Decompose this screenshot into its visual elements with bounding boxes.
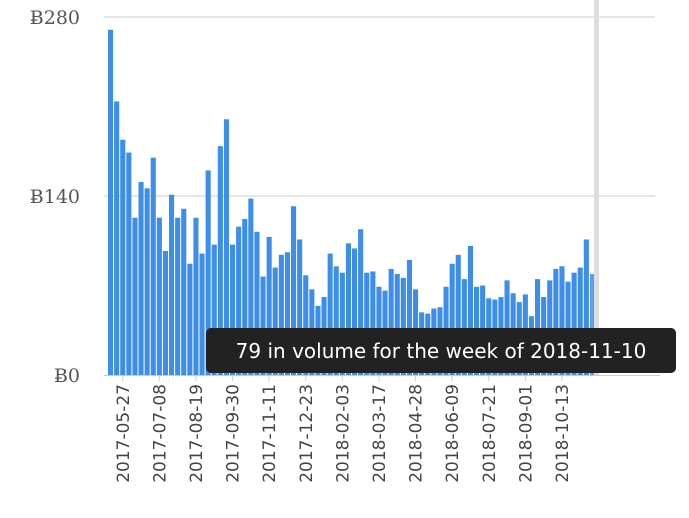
x-axis-ticks: 2017-05-27 2017-07-08 2017-08-19 2017-09-30…: [114, 375, 573, 483]
bar[interactable]: [339, 272, 345, 375]
x-tick-label: 2018-06-09: [443, 384, 463, 483]
bar[interactable]: [114, 101, 120, 375]
bar[interactable]: [345, 243, 351, 375]
bar[interactable]: [156, 217, 162, 375]
bar[interactable]: [394, 273, 400, 375]
bar[interactable]: [199, 253, 205, 375]
bar[interactable]: [284, 252, 290, 375]
tooltip-text: 79 in volume for the week of 2018-11-10: [235, 338, 647, 363]
bar[interactable]: [461, 279, 467, 375]
bar[interactable]: [327, 253, 333, 375]
tooltip: 79 in volume for the week of 2018-11-10: [206, 328, 676, 373]
x-tick-label: 2017-09-30: [224, 384, 244, 483]
grid-lines: [104, 16, 655, 197]
bars: [108, 29, 595, 375]
x-tick-label: 2018-09-01: [516, 384, 536, 483]
bar[interactable]: [297, 239, 303, 375]
bar[interactable]: [449, 263, 455, 375]
bar[interactable]: [352, 248, 358, 375]
bar[interactable]: [303, 275, 309, 375]
bar[interactable]: [406, 259, 412, 375]
bar[interactable]: [278, 254, 284, 375]
hover-cursor-line: [594, 0, 599, 375]
bar[interactable]: [236, 226, 242, 375]
x-tick-label: 2017-05-27: [114, 384, 134, 483]
y-axis-ticks: Ƀ280 Ƀ140 Ƀ0: [30, 7, 80, 387]
bar[interactable]: [388, 268, 394, 375]
y-tick-label: Ƀ0: [54, 365, 80, 387]
bar[interactable]: [455, 254, 461, 375]
bar[interactable]: [272, 267, 278, 375]
bar[interactable]: [583, 239, 589, 375]
bar[interactable]: [187, 263, 193, 375]
bar[interactable]: [108, 29, 114, 375]
bar[interactable]: [589, 273, 595, 375]
bar[interactable]: [266, 236, 272, 375]
bar[interactable]: [205, 170, 211, 375]
bar[interactable]: [370, 271, 376, 375]
bar[interactable]: [150, 157, 156, 375]
bar[interactable]: [358, 229, 364, 375]
bar[interactable]: [169, 194, 175, 375]
y-tick-label: Ƀ280: [30, 7, 80, 29]
bar[interactable]: [333, 266, 339, 375]
bar[interactable]: [193, 217, 199, 375]
x-tick-label: 2018-10-13: [553, 384, 573, 483]
bar[interactable]: [230, 244, 236, 375]
bar[interactable]: [223, 119, 229, 375]
bar[interactable]: [211, 244, 217, 375]
bar[interactable]: [120, 139, 126, 375]
x-tick-label: 2017-12-23: [297, 384, 317, 483]
bar[interactable]: [547, 280, 553, 375]
bar[interactable]: [181, 208, 187, 375]
bar[interactable]: [254, 231, 260, 375]
bar[interactable]: [400, 277, 406, 375]
x-tick-label: 2017-07-08: [150, 384, 170, 483]
x-tick-label: 2017-11-11: [260, 384, 280, 483]
bar[interactable]: [364, 272, 370, 375]
y-tick-label: Ƀ140: [30, 186, 80, 208]
bar[interactable]: [162, 250, 168, 375]
bar[interactable]: [291, 206, 297, 375]
bar[interactable]: [260, 276, 266, 375]
x-tick-label: 2018-03-17: [370, 384, 390, 483]
bar[interactable]: [126, 152, 132, 375]
x-tick-label: 2018-04-28: [407, 384, 427, 483]
bar[interactable]: [535, 279, 541, 375]
x-tick-label: 2018-07-21: [480, 384, 500, 483]
bar[interactable]: [144, 188, 150, 375]
bar[interactable]: [248, 198, 254, 375]
bar[interactable]: [217, 146, 223, 375]
bar[interactable]: [504, 280, 510, 375]
bar[interactable]: [132, 217, 138, 375]
bar[interactable]: [559, 266, 565, 375]
bar[interactable]: [467, 245, 473, 375]
bar[interactable]: [242, 219, 248, 375]
bar[interactable]: [175, 217, 181, 375]
bar[interactable]: [571, 272, 577, 375]
bar[interactable]: [138, 181, 144, 375]
x-tick-label: 2017-08-19: [187, 384, 207, 483]
bar[interactable]: [553, 268, 559, 375]
x-tick-label: 2018-02-03: [333, 384, 353, 483]
bar[interactable]: [577, 267, 583, 375]
